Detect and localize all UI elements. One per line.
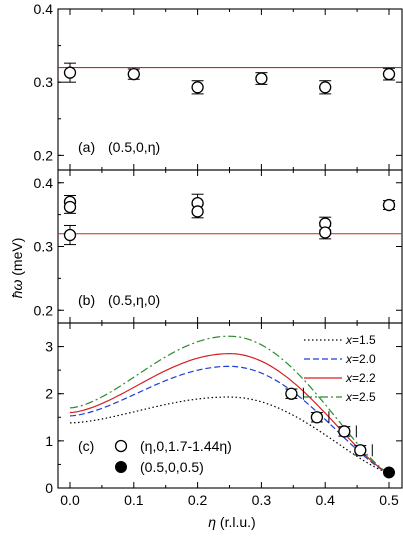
x-tick-label: 0.0 [60,492,80,508]
panel-b: 0.2 0.3 0.4 (b) (0.5,η,0) [34,169,403,324]
x-axis-label-symbol: η [208,514,216,530]
y-tick-label: 0.2 [34,302,54,318]
y-tick-label: 0.4 [34,1,54,17]
legend-var: x [345,390,353,404]
x-tick-label: 0.2 [188,492,208,508]
data-point [354,444,367,457]
data-point [382,67,396,81]
data-point [191,81,204,94]
legend-val: =2.5 [352,390,376,404]
x-axis-label-unit: (r.l.u.) [216,514,256,530]
data-point [191,205,204,218]
panel-q: (0.5,0,η) [108,139,160,155]
panel-q: (0.5,η,0) [108,292,160,308]
legend-label: x=2.2 [345,371,376,385]
panel-label: (a) [78,139,95,155]
data-point [63,228,77,242]
legend-var: x [345,333,353,347]
data-point [338,425,351,438]
dispersion-curve [69,365,390,474]
y-tick-label: 0.3 [34,74,54,90]
y-tick-label: 0.4 [34,175,54,191]
legend-label-filled: (0.5,0,0.5) [140,459,204,475]
y-tick-label: 0 [45,480,53,496]
y-tick-label: 1 [45,433,53,449]
y-axis-label: ħω (meV) [9,238,25,299]
data-point [310,411,324,424]
data-point [319,226,332,239]
panel-label: (c) [78,438,94,454]
panel-label: (b) [78,292,95,308]
y-axis-label-hbar: ħ [9,290,25,298]
y-tick-label: 2 [45,386,53,402]
data-point [285,387,298,400]
x-tick-label: 0.5 [379,492,399,508]
y-tick-label: 0.2 [34,147,54,163]
data-point-filled [383,466,395,479]
y-axis-label-omega: ω [9,280,25,291]
y-axis-label-unit: (meV) [9,238,25,280]
dispersion-curve [69,335,390,474]
data-point [63,66,77,79]
data-point [255,72,268,85]
dispersion-curve [69,352,390,474]
legend-label-open: (η,0,1.7-1.44η) [140,438,232,454]
panel-a: 0.2 0.3 0.4 (a) (0.5,0,η) [34,1,403,171]
data-point [63,200,77,214]
legend-marker-open [114,439,128,453]
data-point [319,81,332,94]
legend-val: =1.5 [352,333,376,347]
legend-label: x=2.5 [345,390,376,404]
data-point [382,198,396,212]
legend-label: x=2.0 [345,352,376,366]
legend-var: x [345,371,353,385]
y-tick-label: 0.3 [34,239,54,255]
x-tick-label: 0.1 [124,492,144,508]
x-axis-label: η (r.l.u.) [208,514,255,530]
x-tick-label: 0.4 [315,492,335,508]
legend-val: =2.2 [352,371,376,385]
legend-marker-filled [115,461,127,473]
x-tick-label: 0.3 [252,492,272,508]
data-point [127,67,140,81]
y-tick-label: 3 [45,339,53,355]
legend-label: x=1.5 [345,333,376,347]
legend-var: x [345,352,353,366]
legend-val: =2.0 [352,352,376,366]
